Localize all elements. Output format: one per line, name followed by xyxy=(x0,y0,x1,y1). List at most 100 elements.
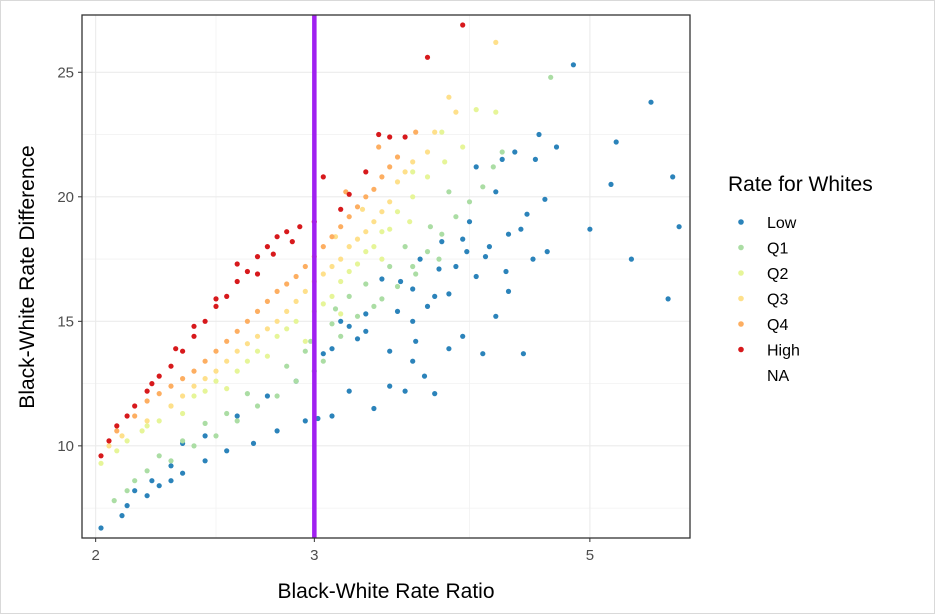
point-q1 xyxy=(466,199,473,205)
point-low xyxy=(553,144,560,150)
point-q3 xyxy=(180,393,186,399)
point-low xyxy=(608,181,614,187)
point-q2 xyxy=(363,249,369,255)
point-q2 xyxy=(424,174,431,180)
point-q3 xyxy=(387,199,393,205)
point-q2 xyxy=(410,169,416,175)
point-low xyxy=(432,293,438,299)
point-q1 xyxy=(191,443,197,449)
point-q3 xyxy=(320,271,326,277)
point-low xyxy=(387,348,393,354)
point-low xyxy=(432,391,438,397)
point-low xyxy=(512,149,518,155)
point-q1 xyxy=(144,468,150,474)
point-low xyxy=(338,318,344,324)
point-low xyxy=(398,278,404,285)
legend: Rate for Whites Low Q1 Q2 Q3 Q4 High NA xyxy=(728,173,873,385)
point-q1 xyxy=(213,433,219,439)
point-q1 xyxy=(499,149,505,155)
point-low xyxy=(202,458,208,464)
point-q3 xyxy=(446,94,452,100)
point-high xyxy=(98,453,104,459)
point-high xyxy=(363,169,369,175)
point-q1 xyxy=(180,438,186,444)
point-q4 xyxy=(114,428,120,434)
point-q1 xyxy=(394,283,401,290)
point-q3 xyxy=(274,318,280,324)
point-q1 xyxy=(329,321,335,327)
point-low xyxy=(570,62,577,68)
point-q4 xyxy=(379,174,385,180)
plot-panel xyxy=(82,15,690,538)
point-q2 xyxy=(254,348,261,354)
point-low xyxy=(439,239,445,245)
point-low xyxy=(676,224,682,230)
point-high xyxy=(338,206,344,212)
point-q4 xyxy=(234,328,240,334)
point-q3 xyxy=(354,236,361,242)
point-low xyxy=(417,256,423,262)
point-low xyxy=(144,493,150,499)
point-low xyxy=(119,513,125,519)
point-low xyxy=(503,268,509,275)
point-low xyxy=(329,346,335,352)
legend-key-high xyxy=(738,346,744,353)
legend-key-low xyxy=(738,219,744,225)
point-q2 xyxy=(329,293,335,299)
point-q4 xyxy=(254,308,261,314)
point-q4 xyxy=(413,129,419,135)
point-q1 xyxy=(308,338,314,344)
point-q1 xyxy=(274,393,280,399)
point-q4 xyxy=(168,383,174,389)
plot-panel-border xyxy=(81,14,691,539)
series-low xyxy=(98,62,682,531)
point-q3 xyxy=(106,443,112,449)
point-low xyxy=(493,189,499,195)
legend-key-q3 xyxy=(738,295,744,302)
point-low xyxy=(168,463,174,469)
point-q3 xyxy=(402,169,408,175)
point-low xyxy=(480,351,486,357)
point-low xyxy=(613,139,619,145)
point-low xyxy=(530,256,536,262)
point-q2 xyxy=(293,318,299,324)
point-q3 xyxy=(432,129,438,135)
point-q1 xyxy=(548,74,554,80)
point-q3 xyxy=(264,326,270,332)
point-q3 xyxy=(213,368,219,374)
point-q3 xyxy=(244,341,250,347)
point-q3 xyxy=(119,433,125,439)
point-low xyxy=(320,351,326,357)
point-q1 xyxy=(446,189,452,195)
point-q1 xyxy=(480,184,486,190)
point-q3 xyxy=(202,376,208,382)
point-q3 xyxy=(371,219,377,225)
point-q4 xyxy=(132,413,138,419)
point-high xyxy=(274,234,280,240)
point-q1 xyxy=(490,164,496,170)
point-low xyxy=(387,383,393,389)
point-low xyxy=(264,393,270,399)
point-q3 xyxy=(453,109,459,115)
point-q3 xyxy=(302,288,308,294)
point-q3 xyxy=(144,418,150,424)
axis-ticks xyxy=(78,71,591,542)
point-low xyxy=(98,525,104,531)
point-low xyxy=(493,313,499,319)
x-tick-label: 2 xyxy=(91,547,99,564)
point-q2 xyxy=(371,244,377,250)
point-low xyxy=(371,405,377,412)
point-high xyxy=(149,381,155,387)
point-q1 xyxy=(168,458,174,464)
point-q4 xyxy=(144,398,150,404)
legend-title: Rate for Whites xyxy=(728,173,873,196)
point-low xyxy=(670,174,676,180)
y-tick-label: 10 xyxy=(57,438,74,455)
point-q2 xyxy=(379,256,385,262)
point-q4 xyxy=(264,298,270,304)
point-q1 xyxy=(453,214,459,220)
point-high xyxy=(284,229,290,235)
point-low xyxy=(180,470,186,476)
point-q1 xyxy=(410,263,416,270)
point-high xyxy=(234,278,240,285)
